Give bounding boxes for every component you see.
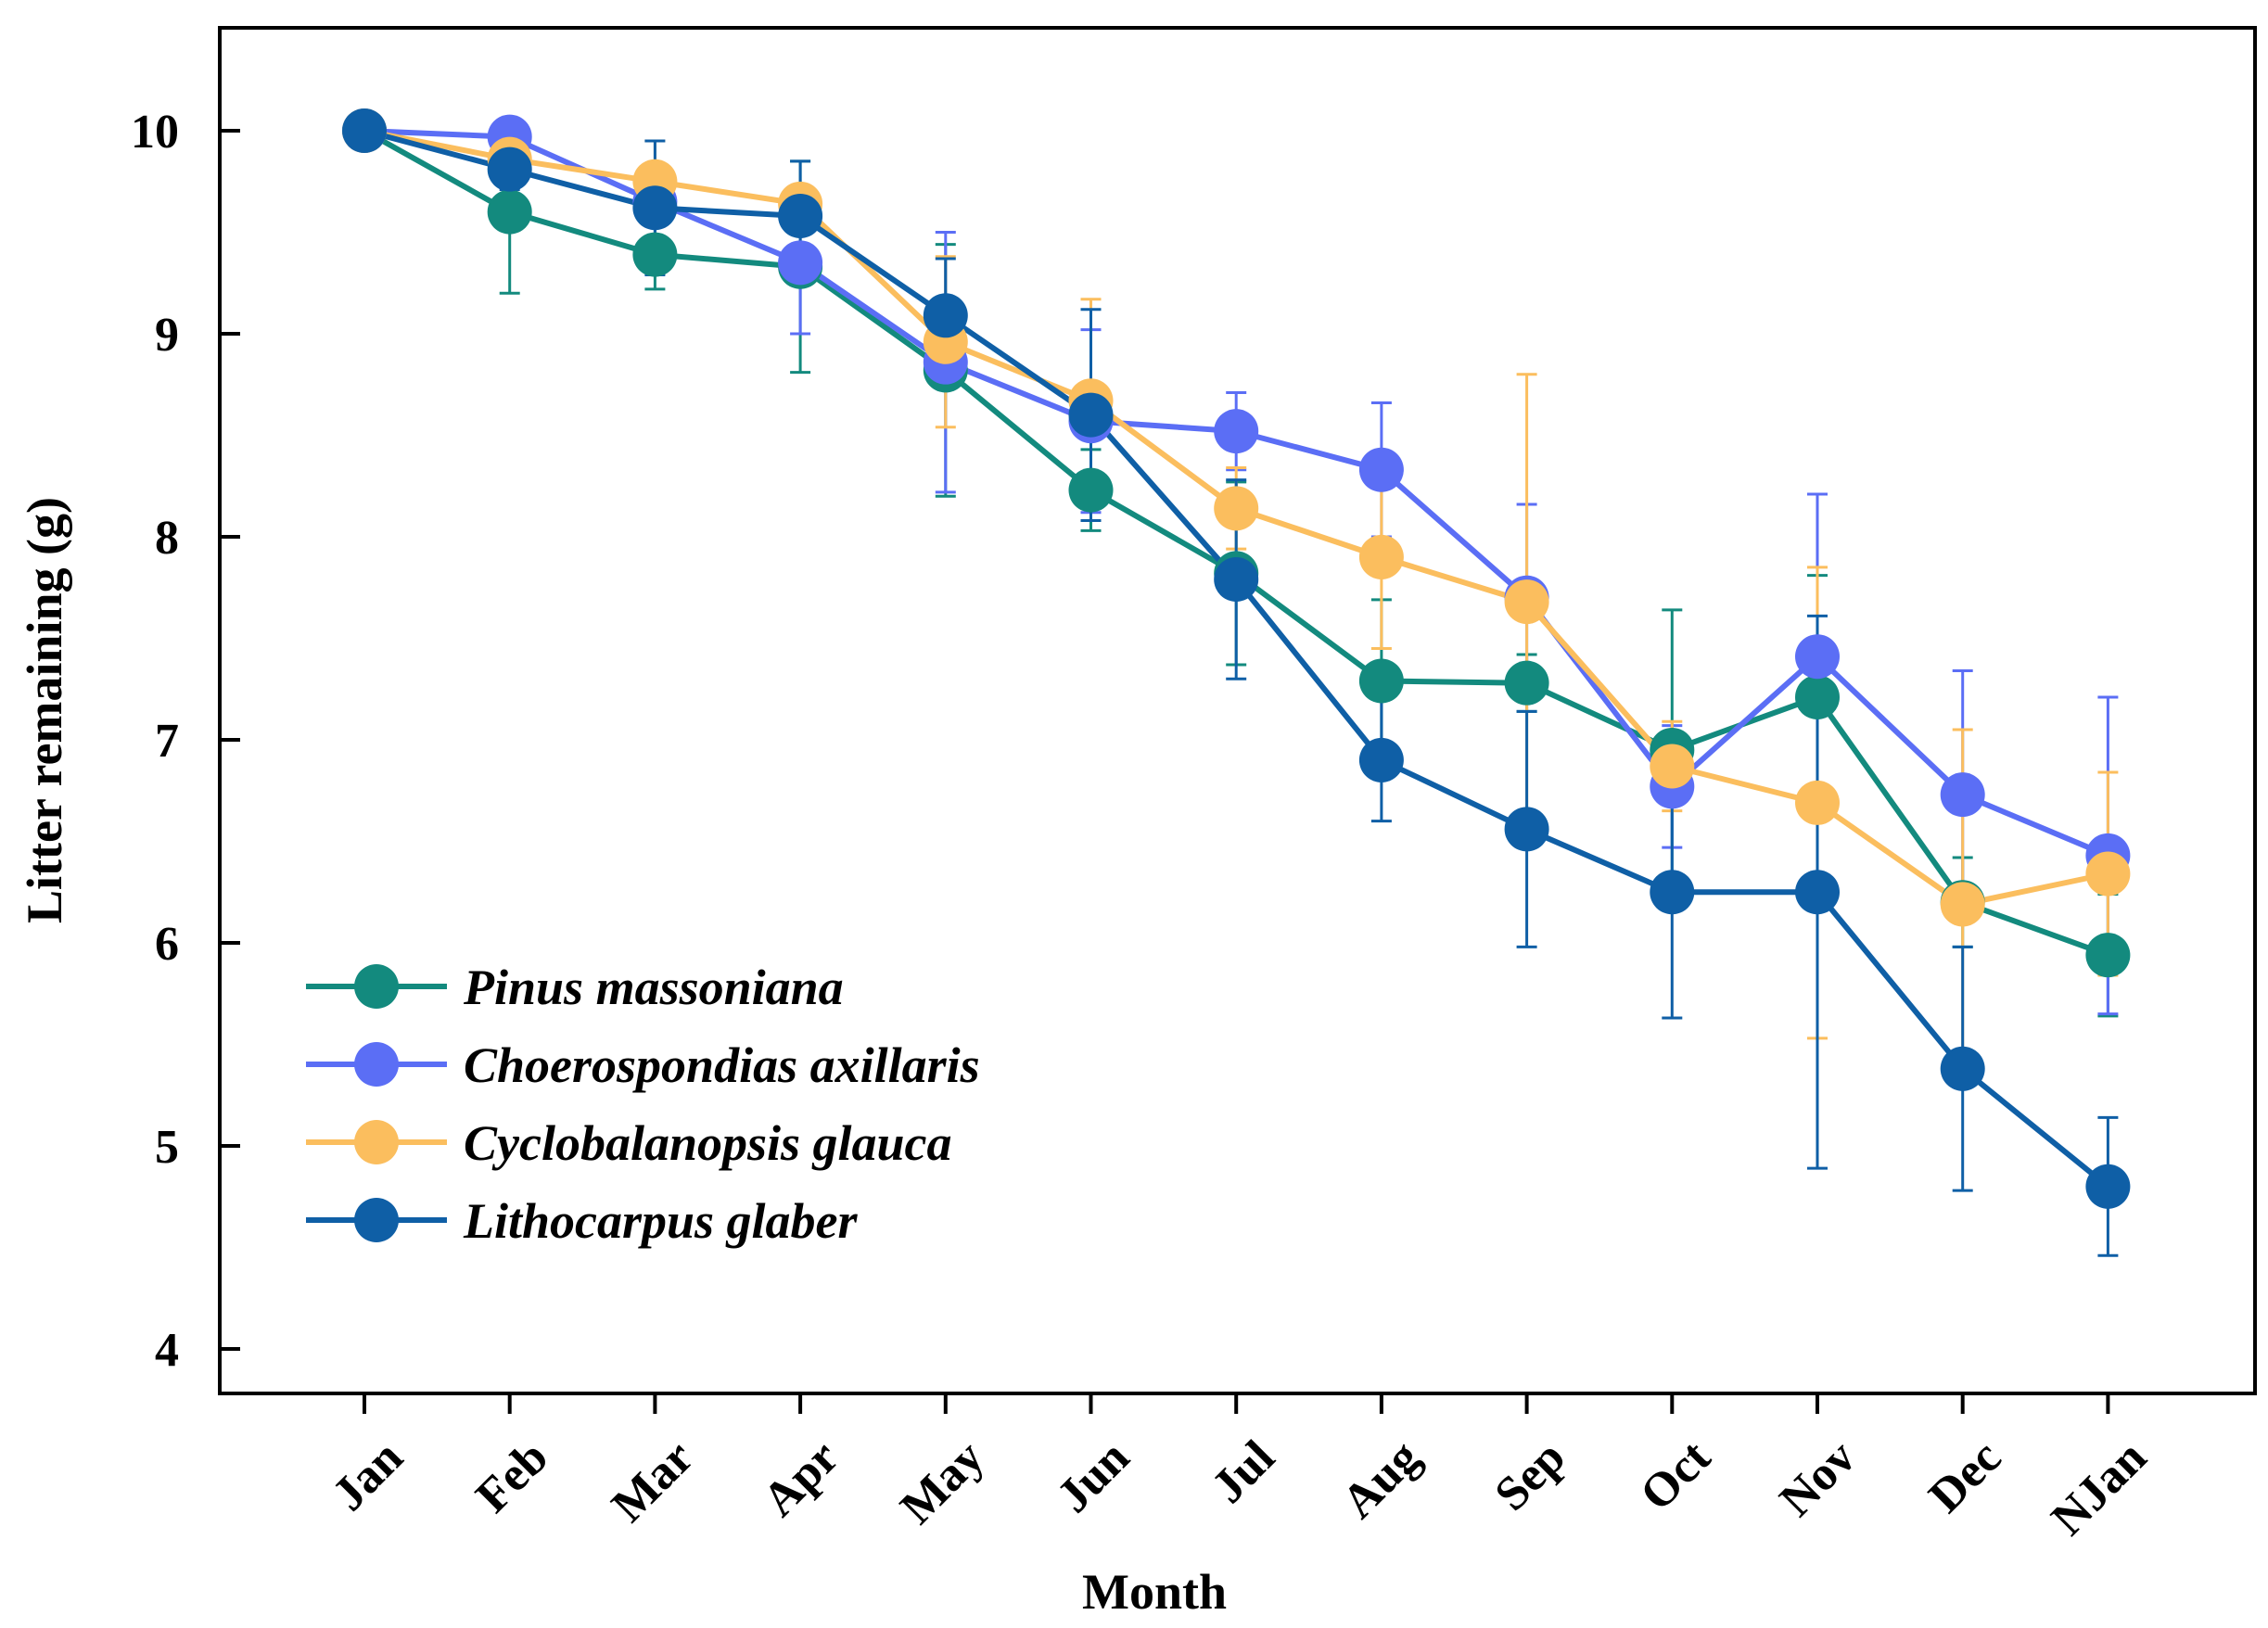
data-point: [1358, 737, 1404, 782]
data-point: [2085, 933, 2131, 978]
legend-label: Choerospondias axillaris: [464, 1037, 980, 1093]
data-point: [632, 232, 678, 277]
data-points: [342, 108, 2131, 1209]
data-point: [778, 240, 823, 286]
data-point: [2085, 851, 2131, 897]
y-tick-label: 8: [155, 512, 179, 565]
data-point: [1504, 579, 1549, 625]
legend-marker: [354, 1120, 399, 1164]
x-tick-label: Aug: [1332, 1431, 1431, 1529]
legend: Pinus massoniana Choerospondias axillaris…: [306, 960, 980, 1249]
x-tick-label: Dec: [1919, 1431, 2012, 1523]
x-tick-label: Oct: [1630, 1431, 1721, 1521]
y-tick-label: 9: [155, 309, 179, 362]
x-tick-label: Mar: [602, 1431, 704, 1533]
data-point: [778, 193, 823, 238]
x-tick-label: Jan: [323, 1431, 414, 1521]
y-tick-label: 7: [155, 715, 179, 768]
data-point: [1940, 1046, 1985, 1091]
data-point: [1358, 447, 1404, 492]
data-point: [1795, 634, 1840, 680]
y-tick-label: 4: [155, 1324, 179, 1377]
x-axis-title: Month: [1082, 1564, 1227, 1620]
data-point: [1795, 870, 1840, 915]
legend-label: Pinus massoniana: [463, 960, 844, 1015]
data-point: [487, 146, 532, 192]
data-point: [1214, 486, 1259, 531]
x-tick-label: Apr: [753, 1431, 849, 1527]
data-point: [1795, 780, 1840, 825]
data-point: [1214, 409, 1259, 454]
y-tick-label: 5: [155, 1121, 179, 1174]
legend-marker: [354, 1042, 399, 1087]
data-point: [1504, 807, 1549, 852]
x-tick-label: Sep: [1485, 1431, 1576, 1521]
legend-marker: [354, 1198, 399, 1242]
data-point: [923, 293, 968, 338]
legend-label: Lithocarpus glaber: [463, 1193, 859, 1249]
data-point: [1940, 772, 1985, 818]
data-point: [1068, 467, 1114, 513]
data-point: [342, 108, 387, 153]
data-point: [1358, 534, 1404, 579]
data-point: [2085, 1164, 2131, 1209]
legend-label: Cyclobalanopsis glauca: [464, 1115, 952, 1171]
data-point: [1650, 870, 1695, 915]
plot-frame: [218, 26, 2257, 1395]
data-point: [632, 185, 678, 231]
x-tick-label: May: [890, 1431, 994, 1534]
data-point: [1795, 675, 1840, 720]
y-axis-title: Litter remaining (g): [17, 497, 72, 923]
data-point: [1358, 658, 1404, 704]
x-tick-label: Feb: [466, 1431, 559, 1523]
data-point: [1504, 660, 1549, 706]
x-tick-label: NJan: [2042, 1431, 2157, 1545]
data-point: [487, 189, 532, 235]
x-tick-label: Jul: [1202, 1431, 1284, 1513]
y-tick-label: 10: [131, 106, 179, 159]
y-tick-label: 6: [155, 918, 179, 971]
data-point: [1650, 744, 1695, 789]
x-tick-label: Jun: [1047, 1431, 1140, 1523]
legend-marker: [354, 964, 399, 1009]
x-tick-label: Nov: [1770, 1431, 1867, 1527]
data-point: [1214, 556, 1259, 602]
data-point: [1068, 392, 1114, 438]
data-point: [1940, 882, 1985, 927]
